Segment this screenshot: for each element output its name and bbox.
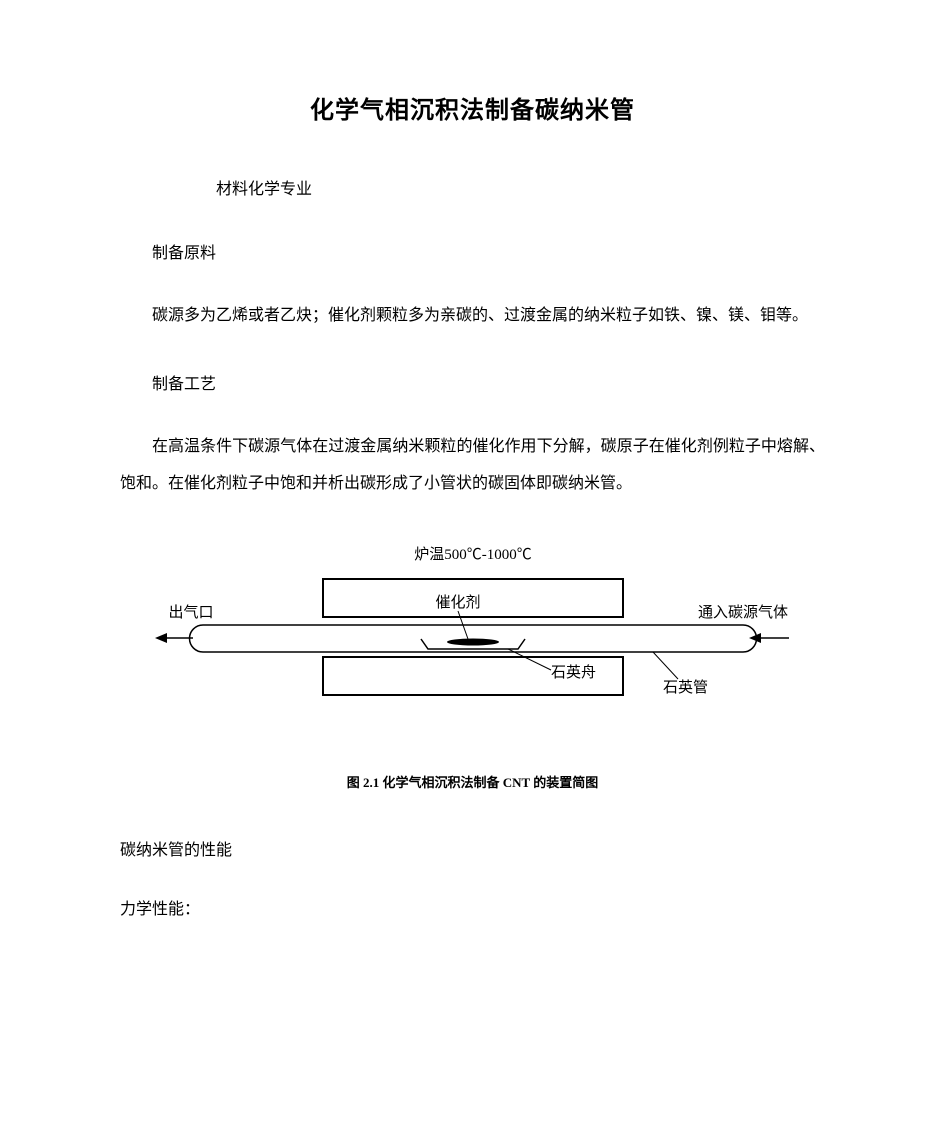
inlet-label: 通入碳源气体 bbox=[697, 604, 787, 621]
outlet-arrow bbox=[155, 633, 167, 643]
quartz-tube-pointer bbox=[653, 652, 678, 679]
inlet-arrow bbox=[749, 633, 761, 643]
page-title: 化学气相沉积法制备碳纳米管 bbox=[120, 90, 825, 125]
temperature-label: 炉温500℃-1000℃ bbox=[414, 546, 532, 563]
quartz-boat-label: 石英舟 bbox=[551, 663, 596, 681]
section3-heading: 碳纳米管的性能 bbox=[120, 836, 825, 860]
section4-heading: 力学性能： bbox=[120, 895, 825, 919]
section1-body: 碳源多为乙烯或者乙炔；催化剂颗粒多为亲碳的、过渡金属的纳米粒子如铁、镍、镁、钼等… bbox=[120, 298, 825, 335]
section2-heading: 制备工艺 bbox=[120, 370, 825, 394]
catalyst-label: 催化剂 bbox=[435, 594, 480, 611]
section1-heading: 制备原料 bbox=[120, 239, 825, 263]
outlet-label: 出气口 bbox=[168, 604, 213, 621]
section2-body: 在高温条件下碳源气体在过渡金属纳米颗粒的催化作用下分解，碳原子在催化剂例粒子中熔… bbox=[120, 429, 825, 503]
diagram-caption: 图 2.1 化学气相沉积法制备 CNT 的装置简图 bbox=[120, 772, 825, 791]
subtitle: 材料化学专业 bbox=[120, 175, 825, 199]
apparatus-diagram: 炉温500℃-1000℃ 出气口 通入碳源气体 催化剂 bbox=[153, 537, 793, 757]
quartz-tube-label: 石英管 bbox=[663, 678, 708, 696]
catalyst-blob bbox=[447, 639, 499, 646]
